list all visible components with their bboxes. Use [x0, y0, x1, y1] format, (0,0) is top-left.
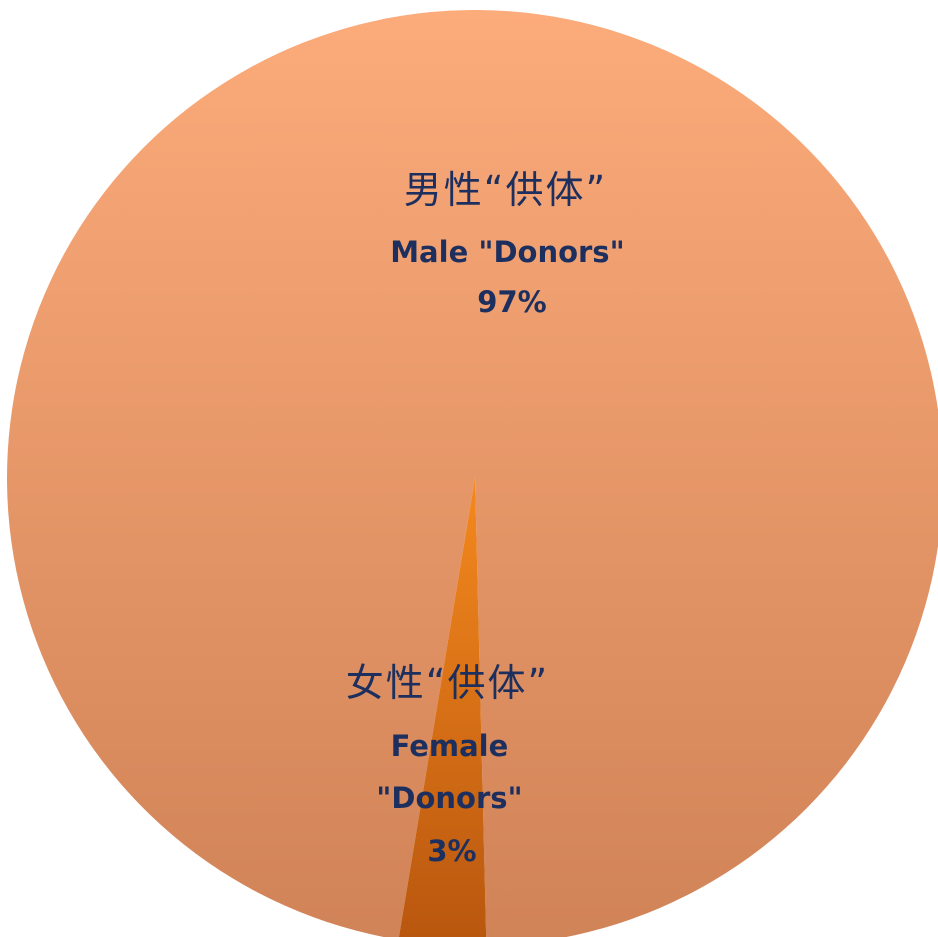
slice-label-male: 男性“供体” Male "Donors" 97%: [390, 168, 630, 319]
slice-label-female-value: 3%: [427, 834, 476, 868]
pie-slice-female: [398, 478, 487, 937]
slice-label-female-cn: 女性“供体”: [346, 661, 549, 705]
slice-label-male-value: 97%: [477, 285, 546, 319]
slice-label-female-en-line1: Female: [391, 729, 509, 763]
slice-label-female-en-line2: "Donors": [376, 781, 522, 815]
slice-label-male-en: Male "Donors": [390, 235, 624, 269]
pie-slice-male: [7, 10, 938, 937]
slice-label-female: 女性“供体” Female "Donors" 3%: [346, 661, 554, 868]
slice-label-male-cn: 男性“供体”: [404, 168, 607, 212]
